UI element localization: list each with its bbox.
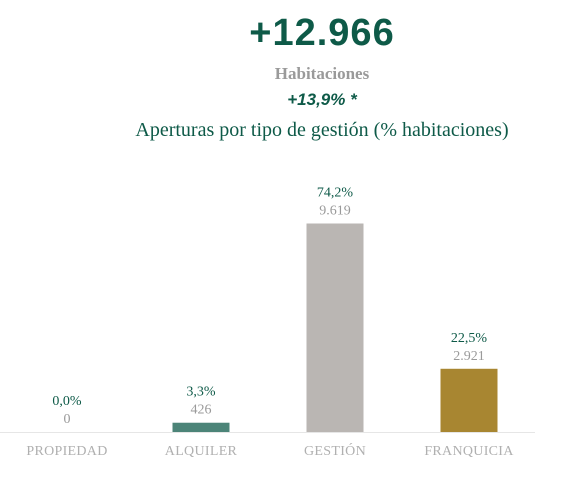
count-label-propiedad: 0 bbox=[64, 412, 71, 427]
bar-alquiler bbox=[172, 422, 230, 432]
percent-label-franquicia: 22,5% bbox=[451, 331, 488, 346]
category-label-gestión: GESTIÓN bbox=[304, 442, 366, 459]
rooms-unit-label: Habitaciones bbox=[274, 64, 370, 83]
bar-gestión bbox=[306, 223, 364, 432]
growth-percentage: +13,9% * bbox=[287, 90, 357, 109]
category-label-propiedad: PROPIEDAD bbox=[26, 444, 107, 459]
category-label-franquicia: FRANQUICIA bbox=[424, 444, 514, 459]
bar-franquicia bbox=[440, 368, 498, 432]
percent-label-propiedad: 0,0% bbox=[52, 394, 82, 409]
category-label-alquiler: ALQUILER bbox=[165, 444, 238, 459]
count-label-gestión: 9.619 bbox=[319, 203, 351, 218]
percent-label-alquiler: 3,3% bbox=[186, 385, 216, 400]
count-label-franquicia: 2.921 bbox=[453, 349, 485, 364]
percent-label-gestión: 74,2% bbox=[317, 185, 354, 200]
total-rooms-value: +12.966 bbox=[249, 12, 395, 54]
chart-title: Aperturas por tipo de gestión (% habitac… bbox=[135, 119, 509, 141]
count-label-alquiler: 426 bbox=[191, 403, 212, 418]
